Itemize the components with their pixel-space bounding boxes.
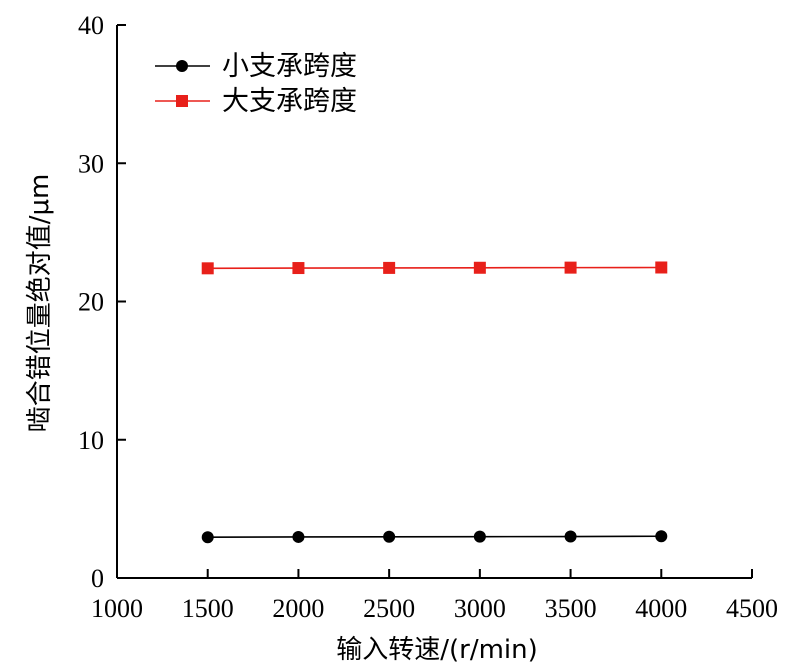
x-tick-label: 2500 [363, 594, 415, 623]
data-point [383, 261, 396, 274]
data-point [473, 530, 486, 543]
data-point [292, 262, 305, 275]
x-tick-label: 1000 [91, 594, 143, 623]
data-point [655, 261, 668, 274]
legend-item-1: 小支承跨度 [155, 51, 357, 82]
y-tick-label: 0 [91, 564, 104, 593]
axes: 1000 1500 2000 2500 3000 3500 4000 4500 0 10 20 30 4… [78, 11, 778, 623]
legend-label: 大支承跨度 [222, 86, 357, 117]
data-point [564, 261, 577, 274]
y-tick-label: 10 [78, 426, 104, 455]
data-point [473, 261, 486, 274]
series-1 [201, 530, 668, 544]
x-tick-label: 3500 [545, 594, 597, 623]
data-point [292, 530, 305, 543]
x-tick-label: 2000 [272, 594, 324, 623]
legend-label: 小支承跨度 [222, 51, 357, 82]
data-point [383, 530, 396, 543]
legend-marker [176, 60, 188, 72]
series-2 [201, 261, 668, 275]
series-line [207, 266, 662, 270]
y-tick-label: 20 [78, 288, 104, 317]
x-tick-label: 1500 [182, 594, 234, 623]
legend-marker [176, 95, 188, 107]
y-axis-title: 啮合错位量绝对值/μm [25, 174, 55, 433]
data-point [564, 530, 577, 543]
y-tick-label: 40 [78, 11, 104, 40]
legend-item-2: 大支承跨度 [155, 86, 357, 117]
x-tick-label: 3000 [454, 594, 506, 623]
data-point [201, 531, 214, 544]
data-point [201, 262, 214, 275]
x-tick-label: 4500 [726, 594, 778, 623]
series-line [207, 535, 662, 539]
data-point [655, 530, 668, 543]
series-layer [201, 261, 668, 544]
x-tick-label: 4000 [635, 594, 687, 623]
y-tick-label: 30 [78, 149, 104, 178]
x-axis-title: 输入转速/(r/min) [336, 635, 538, 665]
